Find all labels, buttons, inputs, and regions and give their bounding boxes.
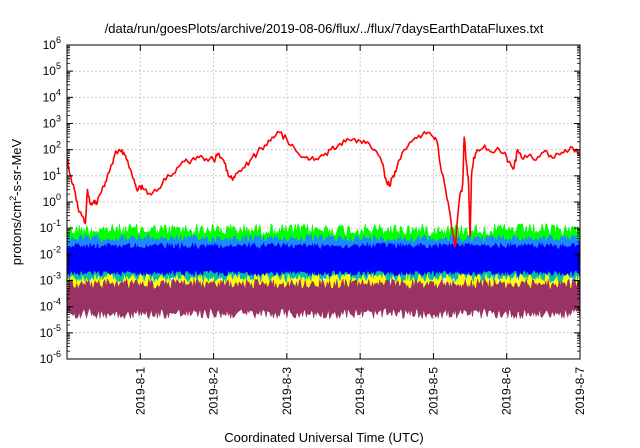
y-tick-label: 10-5	[40, 323, 61, 340]
y-tick-base: 10	[43, 195, 57, 209]
y-tick-exponent: 1	[56, 166, 61, 176]
y-tick-exponent: -4	[53, 297, 61, 307]
y-tick-base: 10	[43, 90, 57, 104]
y-tick-exponent: -1	[53, 218, 61, 228]
x-tick-label: 2019-8-5	[426, 367, 440, 415]
y-tick-exponent: 3	[56, 114, 61, 124]
y-tick-label: 106	[43, 35, 61, 52]
y-tick-exponent: 2	[56, 140, 61, 150]
y-tick-exponent: -2	[53, 244, 61, 254]
y-tick-label: 100	[43, 192, 61, 209]
series-layer	[66, 130, 581, 320]
y-tick-exponent: -5	[53, 323, 61, 333]
y-tick-label: 102	[43, 140, 61, 157]
y-tick-exponent: 4	[56, 87, 61, 97]
y-tick-label: 10-6	[40, 349, 61, 366]
y-tick-exponent: 6	[56, 35, 61, 45]
y-axis-label-sup: 2	[8, 196, 18, 201]
y-tick-label: 10-4	[40, 297, 61, 314]
y-tick-label: 10-3	[40, 271, 61, 288]
band-series	[66, 241, 581, 278]
y-tick-base: 10	[40, 247, 54, 261]
red-flux-line	[66, 130, 581, 248]
y-tick-base: 10	[40, 221, 54, 235]
y-tick-labels: 10610510410310210110010-110-210-310-410-…	[40, 35, 61, 366]
x-tick-labels: 2019-8-1 2019-8-2 2019-8-3 2019-8-4 2019-8-5…	[133, 367, 587, 415]
y-tick-base: 10	[43, 64, 57, 78]
y-tick-label: 10-1	[40, 218, 61, 235]
y-tick-label: 103	[43, 114, 61, 131]
y-tick-base: 10	[43, 38, 57, 52]
y-tick-label: 101	[43, 166, 61, 183]
y-tick-exponent: -6	[53, 349, 61, 359]
y-axis-label-base: protons/cm	[9, 201, 24, 265]
x-tick-label: 2019-8-7	[573, 367, 587, 415]
y-tick-base: 10	[43, 169, 57, 183]
y-tick-base: 10	[40, 352, 54, 366]
x-axis-label: Coordinated Universal Time (UTC)	[224, 430, 423, 445]
x-tick-label: 2019-8-2	[207, 367, 221, 415]
y-tick-base: 10	[40, 274, 54, 288]
y-tick-label: 105	[43, 61, 61, 78]
y-tick-exponent: 5	[56, 61, 61, 71]
y-axis-label: protons/cm2-s-sr-MeV	[8, 138, 24, 265]
y-tick-base: 10	[40, 326, 54, 340]
plot-area	[66, 44, 581, 360]
axis-ticks	[67, 44, 581, 360]
y-tick-base: 10	[43, 143, 57, 157]
y-tick-label: 10-2	[40, 244, 61, 261]
chart-title: /data/run/goesPlots/archive/2019-08-06/f…	[105, 21, 544, 36]
y-axis-label-rest: -s-sr-MeV	[9, 138, 24, 195]
y-tick-base: 10	[43, 117, 57, 131]
grid-lines	[67, 45, 580, 359]
y-tick-base: 10	[40, 300, 54, 314]
x-tick-label: 2019-8-4	[353, 367, 367, 415]
x-tick-label: 2019-8-3	[280, 367, 294, 415]
x-tick-label: 2019-8-6	[500, 367, 514, 415]
y-tick-label: 104	[43, 87, 61, 104]
y-tick-exponent: -3	[53, 271, 61, 281]
y-tick-exponent: 0	[56, 192, 61, 202]
x-tick-label: 2019-8-1	[133, 367, 147, 415]
